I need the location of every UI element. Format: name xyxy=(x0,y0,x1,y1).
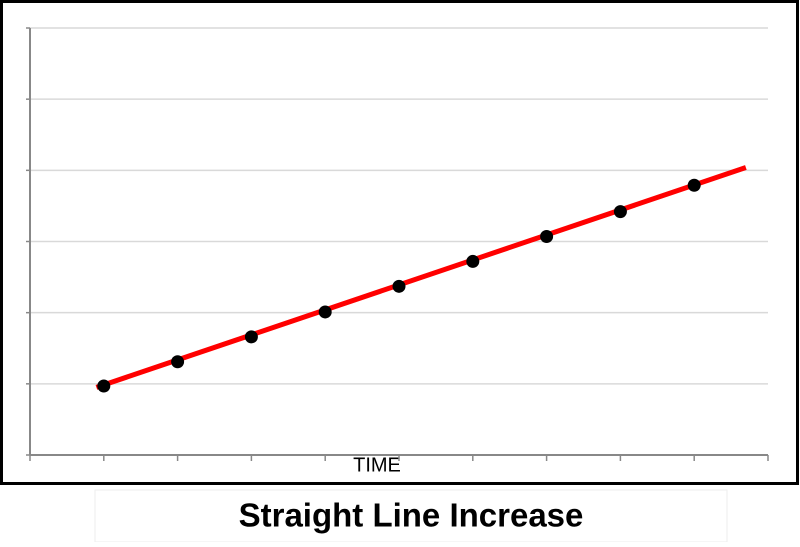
chart-frame xyxy=(0,0,799,485)
data-point xyxy=(540,230,554,244)
title-box xyxy=(94,489,728,543)
data-point xyxy=(687,178,701,192)
chart-title: Straight Line Increase xyxy=(239,497,584,534)
data-point xyxy=(613,205,627,219)
trend-line xyxy=(95,165,747,390)
data-point xyxy=(171,355,185,369)
data-point xyxy=(97,379,111,393)
data-point xyxy=(466,254,480,268)
data-point xyxy=(244,330,258,344)
data-point xyxy=(318,305,332,319)
x-axis-label: TIME xyxy=(353,454,401,476)
data-point xyxy=(392,279,406,293)
